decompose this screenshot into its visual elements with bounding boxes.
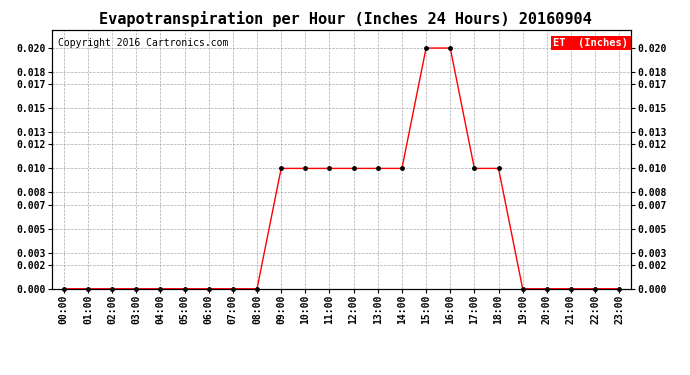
Text: Copyright 2016 Cartronics.com: Copyright 2016 Cartronics.com (57, 38, 228, 48)
Text: ET  (Inches): ET (Inches) (553, 38, 629, 48)
Text: Evapotranspiration per Hour (Inches 24 Hours) 20160904: Evapotranspiration per Hour (Inches 24 H… (99, 11, 591, 27)
